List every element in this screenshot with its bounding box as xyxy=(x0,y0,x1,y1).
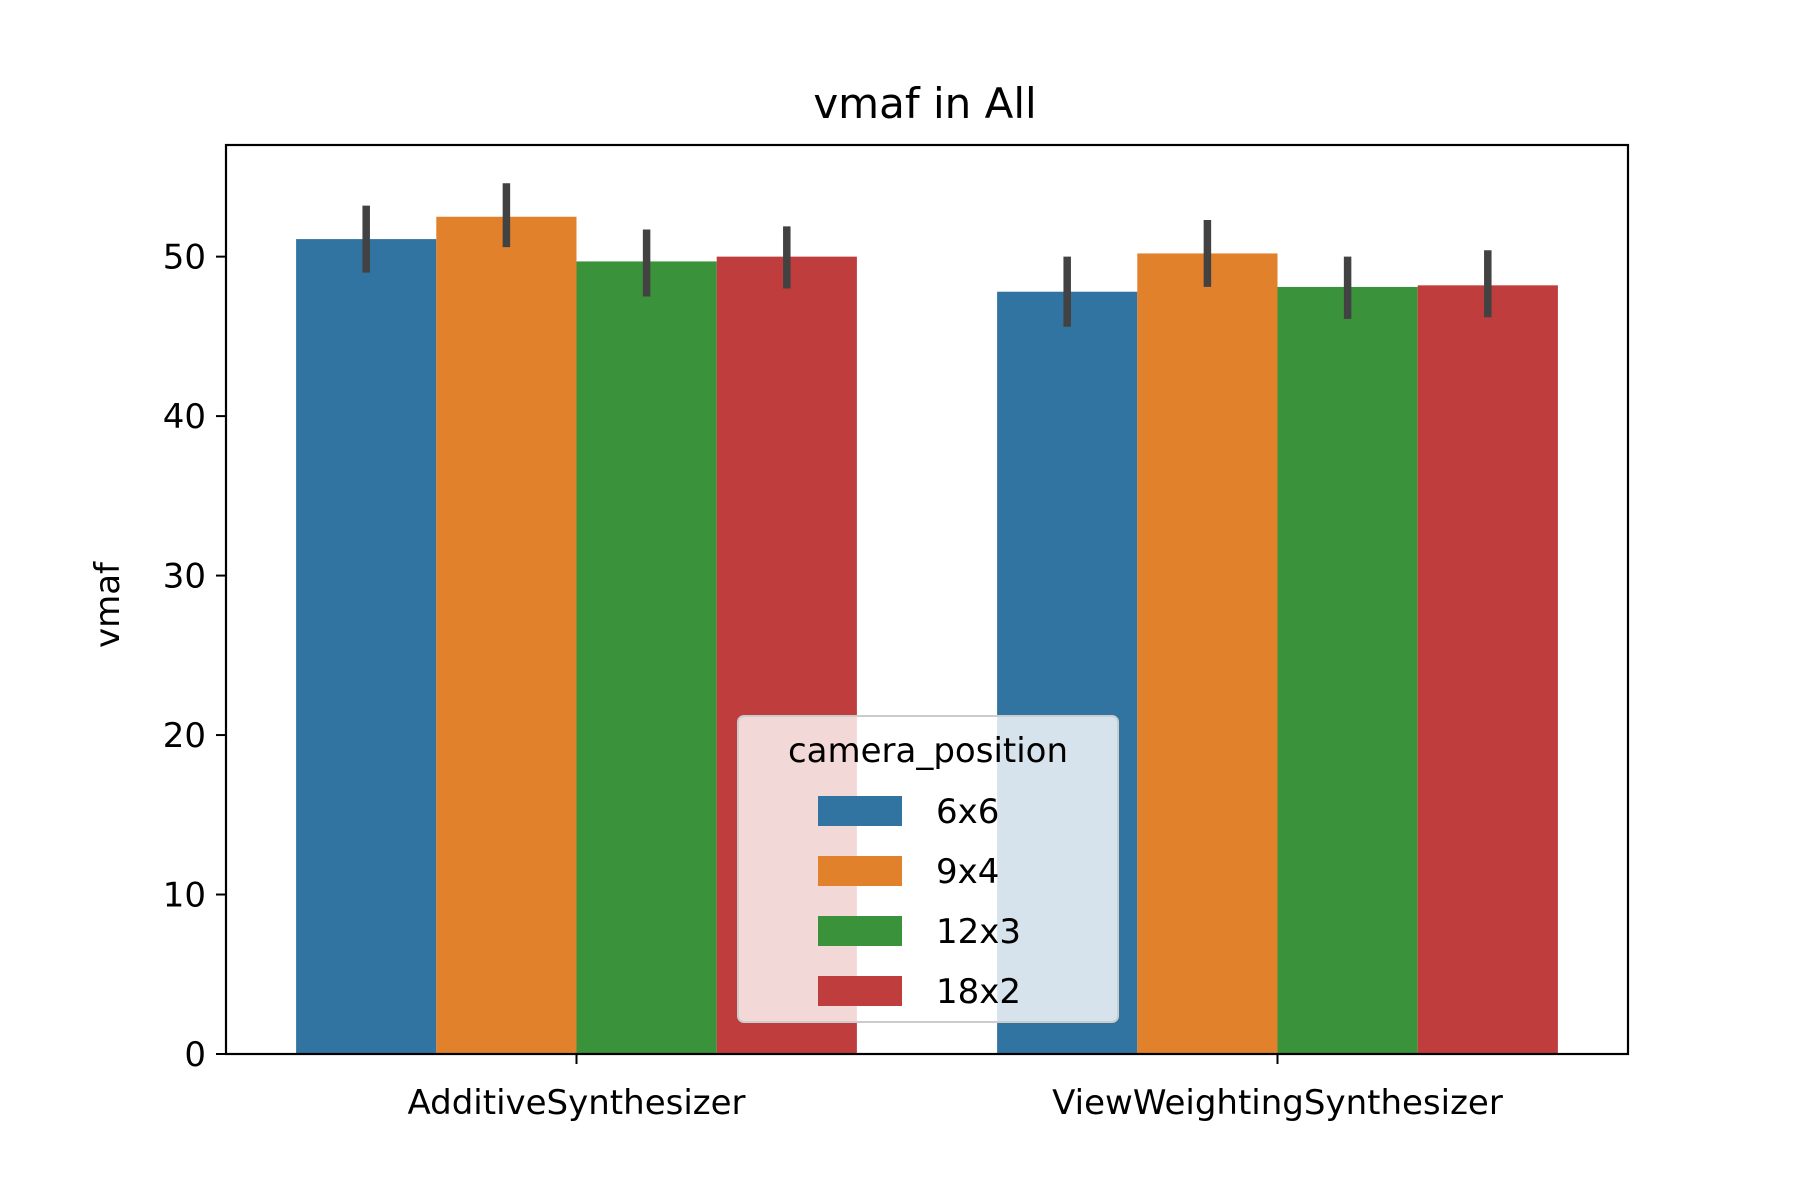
y-tick-label: 10 xyxy=(163,876,206,916)
legend: camera_position 6x6 9x4 12x3 18x2 xyxy=(737,715,1119,1023)
bar-9x4-ViewWeightingSynthesizer xyxy=(1137,253,1278,1054)
y-tick-label: 50 xyxy=(163,238,206,278)
legend-title: camera_position xyxy=(788,731,1068,771)
y-axis-label: vmaf xyxy=(88,561,128,648)
y-tick-label: 0 xyxy=(184,1035,206,1075)
legend-swatch-18x2 xyxy=(818,976,902,1006)
y-tick-label: 40 xyxy=(163,397,206,437)
legend-label-6x6: 6x6 xyxy=(936,792,999,832)
y-tick-label: 30 xyxy=(163,557,206,597)
bar-12x3-ViewWeightingSynthesizer xyxy=(1277,286,1418,1054)
legend-swatch-9x4 xyxy=(818,856,902,886)
x-axis: AdditiveSynthesizer ViewWeightingSynthesi… xyxy=(407,1054,1503,1123)
legend-swatch-6x6 xyxy=(818,796,902,826)
y-tick-label: 20 xyxy=(163,716,206,756)
bar-12x3-AdditiveSynthesizer xyxy=(576,261,717,1055)
bar-6x6-AdditiveSynthesizer xyxy=(296,239,437,1054)
error-bars-group xyxy=(362,183,1492,327)
x-tick-label: AdditiveSynthesizer xyxy=(407,1083,745,1123)
plot-frame xyxy=(224,143,1630,1056)
chart-title: vmaf in All xyxy=(813,79,1036,128)
legend-label-9x4: 9x4 xyxy=(936,852,999,892)
x-tick-label: ViewWeightingSynthesizer xyxy=(1052,1083,1503,1123)
y-axis: 0 10 20 30 40 50 xyxy=(163,238,226,1075)
legend-swatch-12x3 xyxy=(818,916,902,946)
bar-9x4-AdditiveSynthesizer xyxy=(436,216,577,1054)
legend-label-18x2: 18x2 xyxy=(936,972,1021,1012)
bar-18x2-ViewWeightingSynthesizer xyxy=(1417,285,1558,1054)
legend-label-12x3: 12x3 xyxy=(936,912,1021,952)
